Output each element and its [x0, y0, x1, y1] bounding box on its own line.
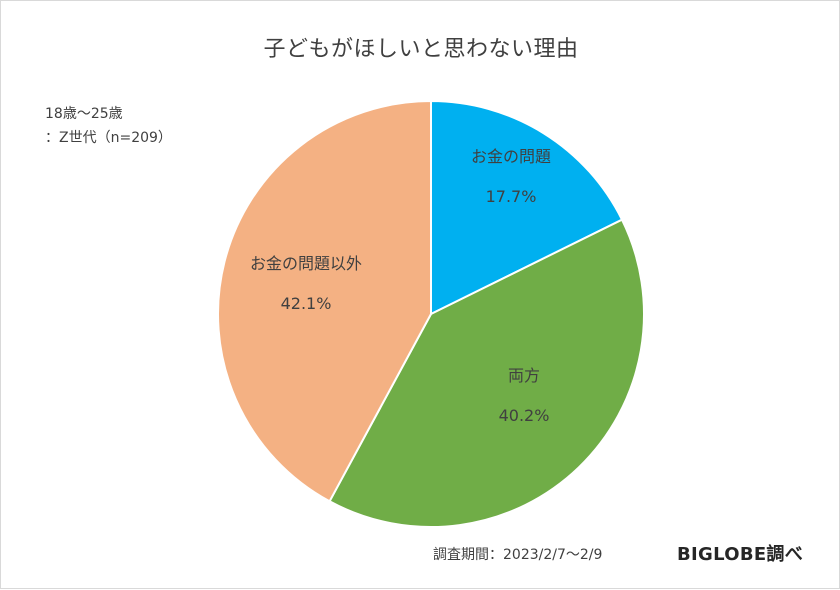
sample-note: 18歳～25歳 ：Z世代（n=209）: [45, 102, 172, 150]
survey-period: 調査期間：2023/2/7～2/9: [433, 547, 603, 563]
slice-label: お金の問題: [471, 147, 551, 166]
source-credit: BIGLOBE調べ: [677, 544, 804, 565]
sample-note-line-2: ：Z世代（n=209）: [45, 130, 172, 146]
sample-note-line-1: 18歳～25歳: [45, 106, 123, 122]
pie-slice: [430, 99, 624, 316]
slice-value-label: 40.2%: [499, 406, 550, 425]
slice-label: 両方: [508, 366, 540, 385]
pie-slice: [217, 99, 432, 503]
slice-label: お金の問題以外: [250, 254, 362, 273]
slice-value-label: 17.7%: [486, 187, 537, 206]
chart-title: 子どもがほしいと思わない理由: [263, 37, 579, 62]
pie-slice: [328, 218, 645, 528]
slice-value-label: 42.1%: [281, 294, 332, 313]
